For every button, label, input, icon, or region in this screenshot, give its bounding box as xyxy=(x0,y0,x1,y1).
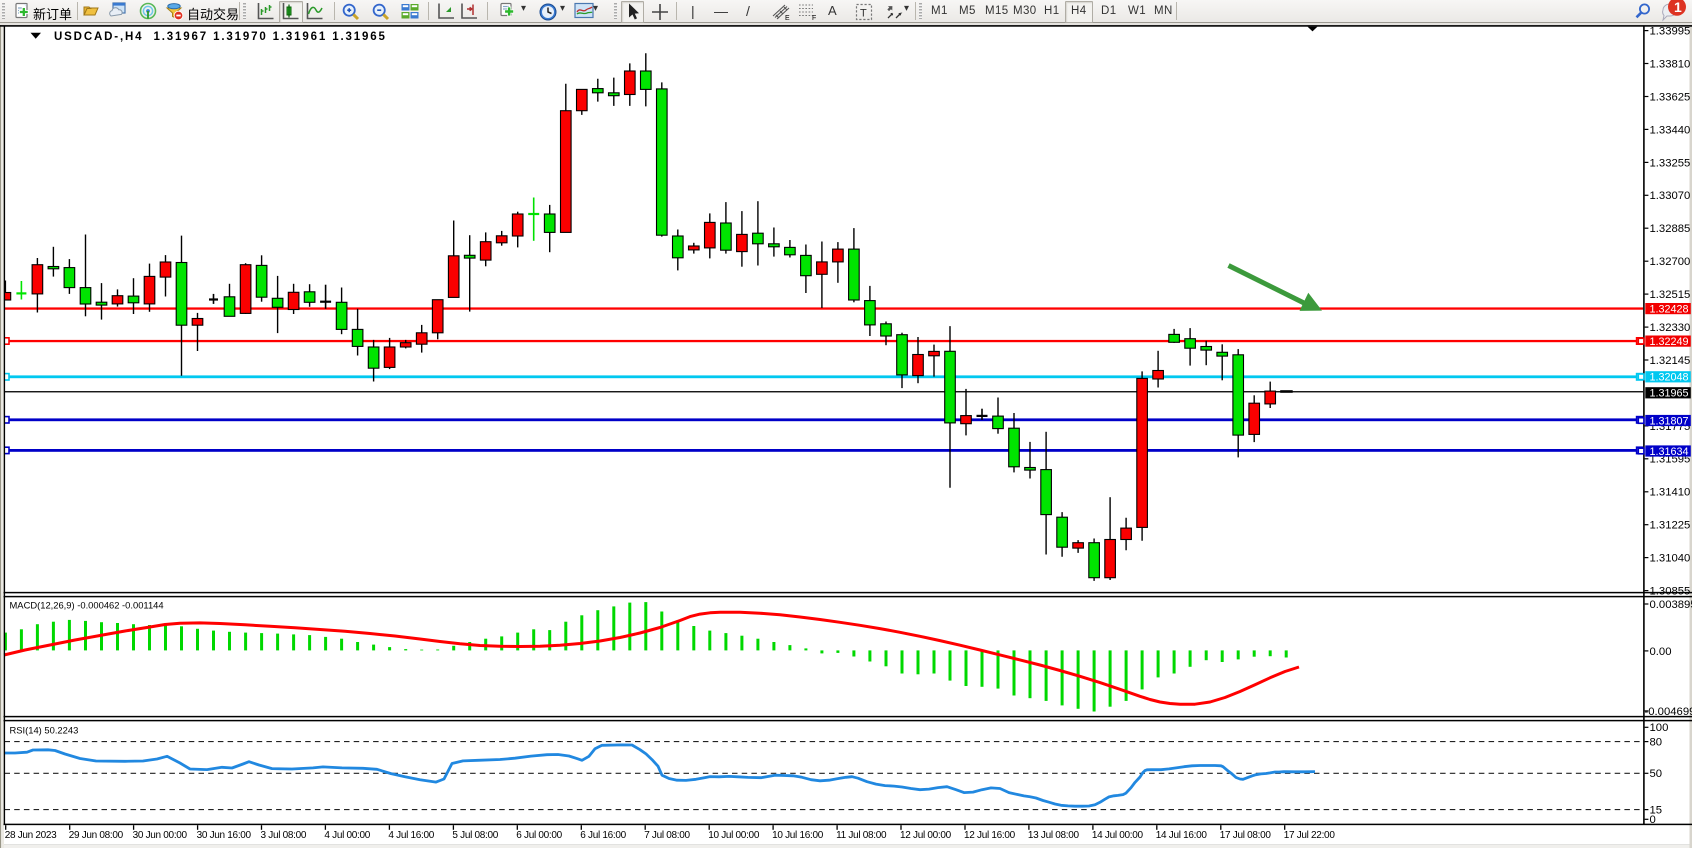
svg-text:5 Jul 08:00: 5 Jul 08:00 xyxy=(452,830,498,841)
svg-text:1.33440: 1.33440 xyxy=(1650,124,1691,136)
svg-text:1.32885: 1.32885 xyxy=(1650,223,1691,235)
svg-text:1.33255: 1.33255 xyxy=(1650,157,1691,169)
svg-text:1: 1 xyxy=(1674,0,1682,15)
svg-text:1.31634: 1.31634 xyxy=(1650,446,1689,458)
svg-text:1.33625: 1.33625 xyxy=(1650,91,1691,103)
svg-text:13 Jul 08:00: 13 Jul 08:00 xyxy=(1028,830,1080,841)
svg-text:1.31225: 1.31225 xyxy=(1650,520,1691,532)
svg-text:1.31040: 1.31040 xyxy=(1650,553,1691,565)
svg-text:12 Jul 16:00: 12 Jul 16:00 xyxy=(964,830,1016,841)
svg-text:1.32700: 1.32700 xyxy=(1650,256,1691,268)
svg-text:RSI(14) 50.2243: RSI(14) 50.2243 xyxy=(10,725,79,736)
svg-text:29 Jun 08:00: 29 Jun 08:00 xyxy=(69,830,124,841)
svg-text:4 Jul 00:00: 4 Jul 00:00 xyxy=(324,830,370,841)
svg-text:11 Jul 08:00: 11 Jul 08:00 xyxy=(836,830,887,841)
svg-text:80: 80 xyxy=(1650,737,1663,749)
svg-text:100: 100 xyxy=(1650,722,1669,734)
svg-text:50: 50 xyxy=(1650,768,1663,780)
svg-text:0: 0 xyxy=(1650,814,1656,826)
svg-text:1.31965: 1.31965 xyxy=(1650,388,1689,400)
svg-text:17 Jul 08:00: 17 Jul 08:00 xyxy=(1220,830,1272,841)
svg-text:-0.004699: -0.004699 xyxy=(1645,706,1692,718)
svg-text:12 Jul 00:00: 12 Jul 00:00 xyxy=(900,830,952,841)
svg-text:1.32145: 1.32145 xyxy=(1650,355,1691,367)
svg-text:6 Jul 16:00: 6 Jul 16:00 xyxy=(580,830,626,841)
svg-text:4 Jul 16:00: 4 Jul 16:00 xyxy=(388,830,434,841)
svg-text:1.31807: 1.31807 xyxy=(1650,415,1689,427)
svg-text:10 Jul 00:00: 10 Jul 00:00 xyxy=(708,830,760,841)
svg-text:17 Jul 22:00: 17 Jul 22:00 xyxy=(1284,830,1336,841)
svg-text:1.32048: 1.32048 xyxy=(1650,372,1689,384)
svg-text:1.33810: 1.33810 xyxy=(1650,58,1691,70)
svg-text:0.003895: 0.003895 xyxy=(1650,599,1692,611)
svg-text:1.33070: 1.33070 xyxy=(1650,190,1691,202)
svg-text:30 Jun 16:00: 30 Jun 16:00 xyxy=(197,830,252,841)
svg-text:7 Jul 08:00: 7 Jul 08:00 xyxy=(644,830,690,841)
svg-text:1.33995: 1.33995 xyxy=(1650,26,1691,38)
svg-text:USDCAD-,H4 1.31967 1.31970 1.: USDCAD-,H4 1.31967 1.31970 1.31961 1.319… xyxy=(54,31,387,43)
svg-text:1.32249: 1.32249 xyxy=(1650,336,1689,348)
svg-text:14 Jul 16:00: 14 Jul 16:00 xyxy=(1156,830,1208,841)
svg-text:1.32330: 1.32330 xyxy=(1650,322,1691,334)
svg-text:6 Jul 00:00: 6 Jul 00:00 xyxy=(516,830,562,841)
svg-text:14 Jul 00:00: 14 Jul 00:00 xyxy=(1092,830,1144,841)
svg-text:1.32515: 1.32515 xyxy=(1650,289,1691,301)
svg-text:0.00: 0.00 xyxy=(1650,646,1672,658)
svg-text:3 Jul 08:00: 3 Jul 08:00 xyxy=(261,830,307,841)
svg-text:T: T xyxy=(860,8,867,20)
svg-text:E: E xyxy=(785,15,790,22)
svg-text:30 Jun 00:00: 30 Jun 00:00 xyxy=(133,830,188,841)
svg-text:1.32428: 1.32428 xyxy=(1650,303,1689,315)
svg-text:1.31410: 1.31410 xyxy=(1650,487,1691,499)
svg-text:10 Jul 16:00: 10 Jul 16:00 xyxy=(772,830,824,841)
svg-text:1.30855: 1.30855 xyxy=(1650,586,1691,598)
svg-text:F: F xyxy=(812,15,816,22)
svg-text:MACD(12,26,9) -0.000462 -0.001: MACD(12,26,9) -0.000462 -0.001144 xyxy=(10,600,164,611)
svg-text:28 Jun 2023: 28 Jun 2023 xyxy=(5,830,57,841)
